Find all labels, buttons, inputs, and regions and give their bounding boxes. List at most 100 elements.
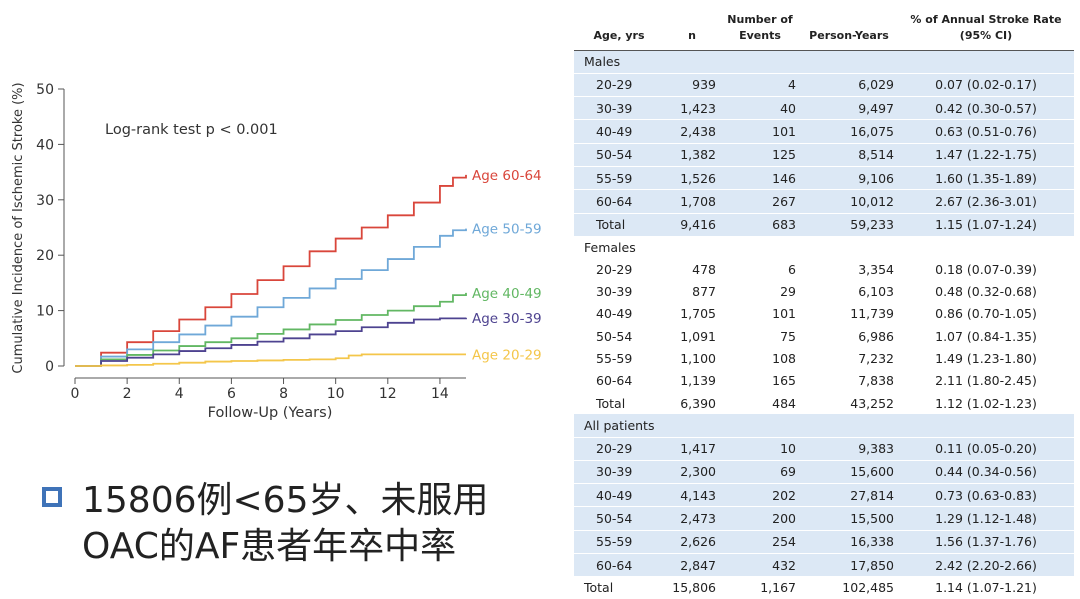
cell-rate: 0.63 (0.51-0.76)	[898, 119, 1074, 144]
cell-rate: 1.14 (1.07-1.21)	[935, 579, 1037, 595]
stroke-rate-table-container: Age, yrs n Number of Events Person-Years …	[574, 8, 1074, 599]
table-row-grand-total: Total 15,806 1,167 102,485 1.14 (1.07-1.21)	[574, 576, 1074, 598]
cell-n: 4,143	[664, 483, 720, 507]
header-events: Number of Events	[727, 12, 793, 42]
cell-rate: 2.42 (2.20-2.66)	[898, 553, 1074, 577]
x-tick-label: 14	[431, 386, 449, 402]
cell-n: 1,417	[664, 436, 720, 461]
cell-age: 55-59	[596, 351, 633, 366]
cell-events: 202	[720, 483, 800, 507]
cumulative-incidence-chart: 0 10 20 30 40 50 0 2 4 6 8 10 12 14 Age 60-64 Age 50-5…	[11, 82, 542, 421]
table-header-row: Age, yrs n Number of Events Person-Years …	[574, 8, 1074, 50]
cell-age: 30-39	[574, 96, 664, 120]
table-row: 55-59 1,100 108 7,232 1.49 (1.23-1.80)	[574, 347, 1074, 369]
cell-person-years: 43,252	[850, 395, 894, 411]
cell-person-years: 9,106	[800, 165, 898, 190]
y-tick-label: 20	[36, 248, 54, 264]
cell-events: 432	[720, 553, 800, 577]
table-row: Total 9,416 683 59,233 1.15 (1.07-1.24)	[574, 212, 1074, 236]
series-line-age-20-29	[75, 353, 466, 367]
table-row: 30-39 1,423 40 9,497 0.42 (0.30-0.57)	[574, 96, 1074, 120]
table-row: 40-49 1,705 101 11,739 0.86 (0.70-1.05)	[574, 303, 1074, 325]
cell-rate: 0.11 (0.05-0.20)	[898, 436, 1074, 461]
table-group-header-row: Males	[574, 50, 1074, 74]
cell-events: 29	[780, 284, 796, 300]
group-label: All patients	[574, 414, 1074, 438]
cell-rate: 0.42 (0.30-0.57)	[898, 96, 1074, 120]
group-label: Females	[584, 239, 636, 255]
table-row: 60-64 2,847 432 17,850 2.42 (2.20-2.66)	[574, 553, 1074, 577]
y-tick-label: 10	[36, 304, 54, 320]
y-tick-label: 40	[36, 137, 54, 153]
cell-events: 1,167	[760, 579, 796, 595]
header-person-years: Person-Years	[809, 28, 889, 42]
cell-age: 60-64	[596, 373, 633, 389]
table-row: 60-64 1,139 165 7,838 2.11 (1.80-2.45)	[574, 370, 1074, 392]
cell-rate: 0.48 (0.32-0.68)	[935, 284, 1037, 300]
series-label: Age 50-59	[472, 222, 542, 238]
cell-n: 1,708	[664, 189, 720, 214]
cell-n: 1,139	[680, 373, 716, 389]
cell-person-years: 10,012	[800, 189, 898, 214]
series-line-age-50-59	[75, 228, 467, 367]
cell-events: 10	[720, 436, 800, 461]
cell-person-years: 16,075	[800, 119, 898, 144]
cell-person-years: 6,103	[858, 284, 894, 300]
caption-line-2: OAC的AF患者年卒中率	[82, 526, 457, 567]
group-label: Males	[574, 50, 1074, 74]
table-row: 50-54 2,473 200 15,500 1.29 (1.12-1.48)	[574, 506, 1074, 531]
chart-series	[75, 174, 467, 367]
cell-events: 200	[720, 506, 800, 531]
x-tick-label: 10	[327, 386, 345, 402]
cell-events: 6	[788, 261, 796, 277]
cell-rate: 1.12 (1.02-1.23)	[935, 395, 1037, 411]
x-tick-label: 6	[227, 386, 236, 402]
cell-person-years: 3,354	[858, 261, 894, 277]
cell-age: 50-54	[574, 506, 664, 531]
cell-events: 125	[720, 142, 800, 167]
cell-age: 40-49	[574, 483, 664, 507]
log-rank-annotation: Log-rank test p < 0.001	[105, 122, 278, 138]
cell-rate: 2.11 (1.80-2.45)	[935, 373, 1037, 389]
series-line-age-40-49	[75, 292, 467, 367]
cell-events: 146	[720, 165, 800, 190]
cell-age: 30-39	[574, 459, 664, 484]
cell-n: 1,091	[680, 328, 716, 344]
cell-events: 683	[720, 212, 800, 236]
cell-person-years: 9,497	[800, 96, 898, 120]
cell-n: 1,382	[664, 142, 720, 167]
y-tick-label: 30	[36, 193, 54, 209]
cell-rate: 1.07 (0.84-1.35)	[935, 328, 1037, 344]
cell-person-years: 15,600	[800, 459, 898, 484]
cell-events: 101	[772, 306, 796, 322]
cell-person-years: 59,233	[800, 212, 898, 236]
cell-events: 165	[772, 373, 796, 389]
cell-events: 69	[720, 459, 800, 484]
cell-n: 478	[692, 261, 716, 277]
cell-n: 2,473	[664, 506, 720, 531]
cell-person-years: 11,739	[850, 306, 894, 322]
cell-age: 20-29	[574, 72, 664, 97]
series-label: Age 20-29	[472, 347, 542, 363]
table-row: Total 6,390 484 43,252 1.12 (1.02-1.23)	[574, 392, 1074, 414]
cell-age: 50-54	[574, 142, 664, 167]
cell-n: 2,438	[664, 119, 720, 144]
square-bullet-icon	[42, 487, 62, 507]
cell-person-years: 8,514	[800, 142, 898, 167]
y-axis-label: Cumulative Incidence of Ischemic Stroke …	[11, 82, 26, 373]
cell-n: 2,300	[664, 459, 720, 484]
cell-rate: 1.15 (1.07-1.24)	[898, 212, 1074, 236]
x-tick-label: 2	[123, 386, 132, 402]
header-age: Age, yrs	[593, 28, 645, 42]
table-row: 30-39 2,300 69 15,600 0.44 (0.34-0.56)	[574, 459, 1074, 484]
cell-rate: 0.73 (0.63-0.83)	[898, 483, 1074, 507]
cell-events: 267	[720, 189, 800, 214]
cell-age: Total	[574, 212, 664, 236]
cell-age: 60-64	[574, 553, 664, 577]
cell-age: 40-49	[596, 306, 633, 322]
caption-line-1: 15806例<65岁、未服用	[82, 480, 489, 521]
cell-rate: 1.60 (1.35-1.89)	[898, 165, 1074, 190]
cell-person-years: 6,986	[858, 328, 894, 344]
table-row: 50-54 1,382 125 8,514 1.47 (1.22-1.75)	[574, 142, 1074, 167]
cell-person-years: 17,850	[800, 553, 898, 577]
